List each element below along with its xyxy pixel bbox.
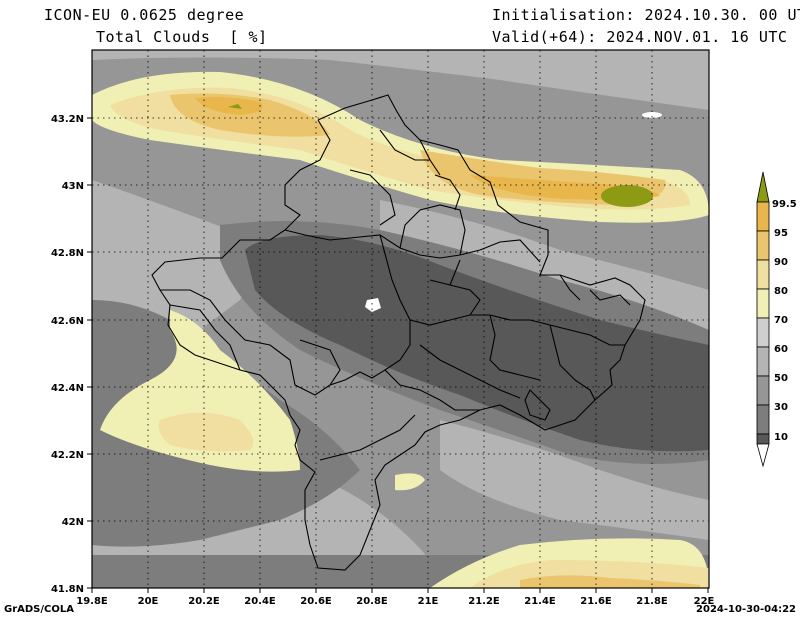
colorbar [756,171,770,468]
y-tick-label: 41.8N [51,584,84,595]
x-tick-label: 21E [418,596,439,607]
valid-time: Valid(+64): 2024.NOV.01. 16 UTC [492,28,788,46]
footer-credit: GrADS/COLA [4,604,74,615]
x-tick-label: 21.6E [580,596,612,607]
colorbar-segment [756,375,770,406]
colorbar-label: 60 [774,344,788,355]
footer-timestamp: 2024-10-30-04:22 [696,604,796,615]
colorbar-label: 70 [774,315,788,326]
colorbar-label: 95 [774,228,788,239]
x-tick-label: 19.8E [76,596,108,607]
y-tick-label: 42.8N [51,248,84,259]
colorbar-segment [756,433,770,445]
map-frame [91,49,710,589]
colorbar-segment [756,317,770,348]
x-tick-label: 20.6E [300,596,332,607]
admin-borders [151,94,646,571]
colorbar-segment [756,259,770,290]
colorbar-segment [756,230,770,261]
y-tick-label: 42.2N [51,450,84,461]
colorbar-bottom-arrow [756,443,770,468]
x-tick-label: 20.2E [188,596,220,607]
colorbar-labels: 10 30 50 60 70 80 90 95 99.5 [772,199,797,443]
x-tick-label: 20.4E [244,596,276,607]
colorbar-segment [756,201,770,232]
y-tick-label: 43N [62,181,84,192]
colorbar-label: 90 [774,257,788,268]
colorbar-label: 30 [774,402,788,413]
x-tick-label: 21.2E [468,596,500,607]
y-tick-label: 42N [62,517,84,528]
y-tick-label: 42.6N [51,316,84,327]
x-tick-label: 20.8E [356,596,388,607]
x-axis-labels: 19.8E 20E 20.2E 20.4E 20.6E 20.8E 21E 21… [76,596,714,607]
variable-title: Total Clouds [ %] [96,28,268,46]
colorbar-label: 50 [774,373,788,384]
x-tick-label: 20E [138,596,159,607]
colorbar-segment [756,346,770,377]
y-tick-label: 43.2N [51,114,84,125]
init-time: Initialisation: 2024.10.30. 00 UTC [492,6,800,24]
model-title: ICON-EU 0.0625 degree [44,6,245,24]
x-tick-label: 22E [694,596,715,607]
y-axis-labels: 43.2N 43N 42.8N 42.6N 42.4N 42.2N 42N 41… [51,114,84,595]
y-tick-label: 42.4N [51,383,84,394]
colorbar-label: 10 [774,432,788,443]
x-tick-label: 21.8E [636,596,668,607]
axis-ticks [87,117,709,593]
colorbar-label: 99.5 [772,199,797,210]
colorbar-segment [756,288,770,319]
colorbar-label: 80 [774,286,788,297]
colorbar-top-arrow [756,171,770,203]
x-tick-label: 21.4E [524,596,556,607]
colorbar-segment [756,404,770,435]
lat-lon-grid [92,50,709,588]
cloud-field [92,50,709,588]
